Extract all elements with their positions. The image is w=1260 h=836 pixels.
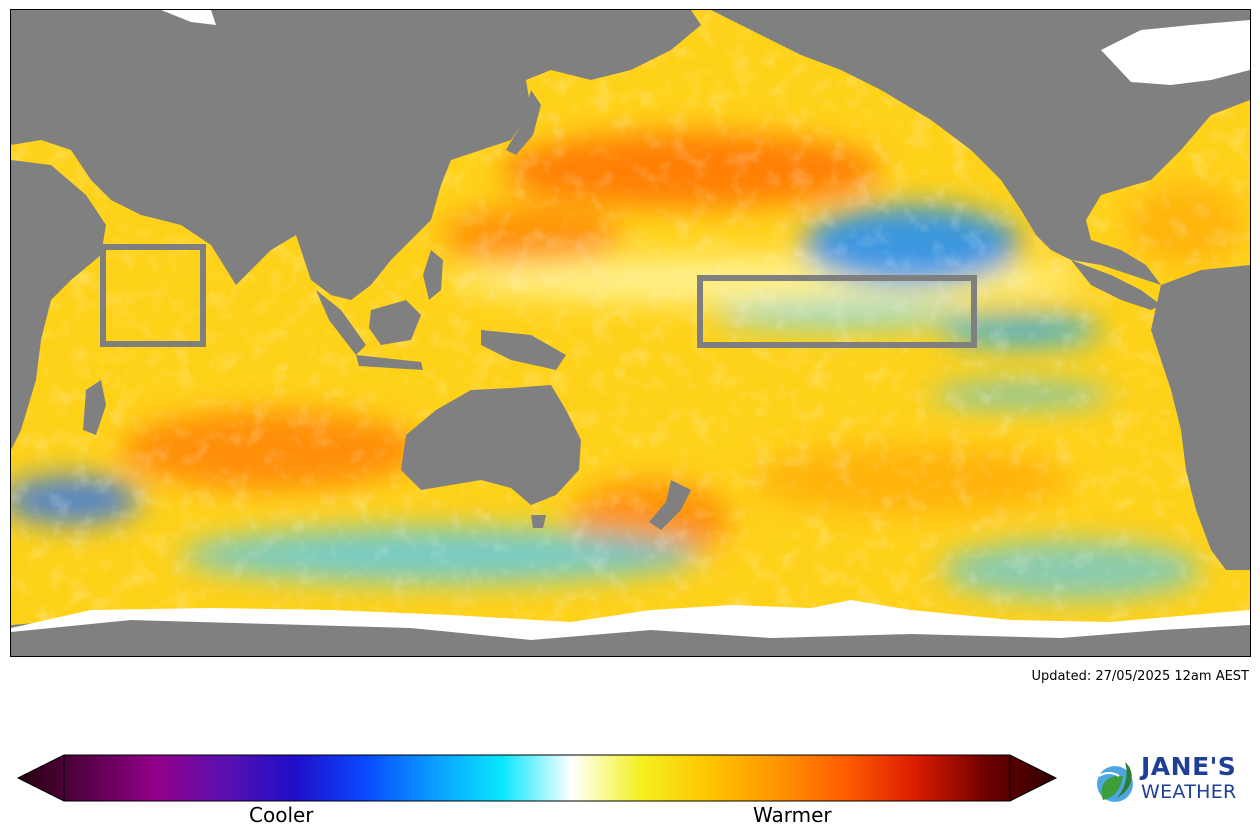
logo-text-line2: WEATHER xyxy=(1141,781,1237,803)
land-borneo xyxy=(369,300,421,345)
colorbar-label-cooler: Cooler xyxy=(249,803,314,827)
nino34-box xyxy=(697,275,977,348)
land-sumatra xyxy=(316,290,366,355)
land-philippines xyxy=(423,250,443,300)
ice-arctic-west xyxy=(161,10,216,25)
logo-text-line1: JANE'S xyxy=(1141,752,1237,781)
janes-weather-logo: JANE'S WEATHER xyxy=(1093,752,1251,808)
land-central-america xyxy=(1071,260,1161,310)
land-madagascar xyxy=(83,380,106,435)
land-tasmania xyxy=(531,515,546,528)
colorbar-label-warmer: Warmer xyxy=(753,803,832,827)
land-south-america xyxy=(1151,265,1250,570)
updated-timestamp: Updated: 27/05/2025 12am AEST xyxy=(1031,669,1249,684)
land-japan xyxy=(506,90,541,155)
land-java xyxy=(356,355,423,370)
sst-anomaly-map xyxy=(10,9,1251,657)
colorbar-fill xyxy=(16,754,1058,802)
land-new-guinea xyxy=(481,330,566,370)
sea-ice xyxy=(11,10,1250,640)
logo-leaf-icon xyxy=(1097,762,1133,802)
colorbar xyxy=(16,754,1058,802)
iod-west-box xyxy=(100,244,206,347)
map-canvas xyxy=(11,10,1250,656)
land-north-america xyxy=(711,10,1250,285)
ice-southern xyxy=(11,600,1250,640)
land-australia xyxy=(401,385,581,505)
ice-arctic-east xyxy=(1101,20,1250,85)
land xyxy=(11,10,1250,656)
land-eurasia xyxy=(11,10,701,300)
land-new-zealand xyxy=(649,480,691,530)
land-africa xyxy=(11,160,106,450)
